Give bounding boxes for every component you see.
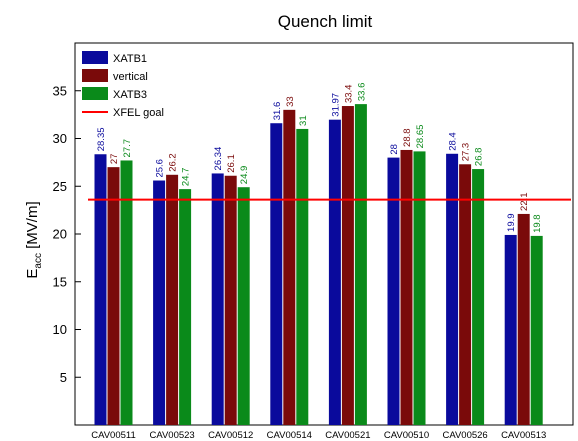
bar-value-label: 31.6 [272,102,283,121]
bar-vertical [283,109,296,425]
bar-value-label: 28.65 [415,125,426,149]
category-label: CAV00511 [91,430,136,441]
bar-value-label: 31 [298,115,309,126]
bar-value-label: 19.9 [506,213,517,232]
category-label: CAV00526 [442,430,487,441]
bar-vertical [459,164,472,425]
bar-value-label: 26.8 [474,148,485,167]
bar-xatb3 [179,189,192,425]
bar-value-label: 25.6 [155,159,166,178]
bar-xatb3 [120,160,133,425]
bar-vertical [107,167,120,425]
legend-label-xatb1: XATB1 [113,53,147,65]
bar-xatb3 [354,104,367,426]
y-tick-label: 25 [53,179,67,194]
category-label: CAV00523 [149,430,194,441]
bar-xatb3 [472,169,485,425]
bar-value-label: 27.7 [122,139,133,158]
bar-xatb1 [328,119,341,426]
category-label: CAV00510 [384,430,429,441]
category-labels: CAV00511 CAV00523 CAV00512 CAV00514 CAV00521… [91,430,546,441]
bar-value-label: 24.7 [181,168,192,187]
y-tick-label: 20 [53,227,67,242]
legend-label-xfel-goal: XFEL goal [113,107,164,119]
category-label: CAV00514 [267,430,312,441]
category-label: CAV00512 [208,430,253,441]
bar-value-label: 28.35 [96,127,107,151]
bar-value-label: 26.1 [226,154,237,173]
bar-value-label: 28.8 [402,128,413,147]
y-axis: 5 10 15 20 25 30 35 [53,83,81,385]
y-tick-label: 10 [53,322,67,337]
bar-vertical [166,174,179,425]
plot-frame [74,42,574,426]
y-tick-label: 5 [60,370,67,385]
y-axis-label-subscript: acc [33,253,44,269]
bar-value-label: 19.8 [532,214,543,233]
y-tick-label: 35 [53,83,67,98]
bar-xatb3 [237,187,250,425]
category-label: CAV00521 [325,430,370,441]
bar-xatb3 [530,235,543,425]
legend-swatch-xatb1 [82,51,108,64]
bar-xatb1 [270,123,283,425]
y-axis-label-main: E [24,269,41,279]
bar-value-label: 22.1 [519,192,530,211]
bar-vertical [517,213,530,425]
category-label: CAV00513 [501,430,546,441]
bar-value-label: 33.6 [356,83,367,102]
bar-value-label: 26.34 [213,147,224,171]
bar-value-label: 33 [285,96,296,107]
bar-value-label: 28.4 [448,132,459,151]
bar-value-label: 24.9 [239,166,250,185]
bar-xatb1 [387,157,400,425]
bar-value-label: 26.2 [168,153,179,172]
bar-xatb1 [504,234,517,425]
bar-xatb3 [296,128,309,425]
bar-value-label: 27 [109,154,120,165]
bar-xatb1 [211,173,224,425]
bar-vertical [341,106,354,425]
legend-label-vertical: vertical [113,71,148,83]
bar-vertical [224,175,237,425]
bar-value-label: 33.4 [343,85,354,104]
bar-xatb3 [413,151,426,425]
legend-label-xatb3: XATB3 [113,89,147,101]
bar-vertical [400,149,413,425]
bar-xatb1 [153,180,166,425]
y-axis-label: Eacc [MV/m] [24,201,44,278]
legend-swatch-xatb3 [82,87,108,100]
bar-value-label: 27.3 [461,143,472,162]
chart-title: Quench limit [278,12,373,31]
legend: XATB1 vertical XATB3 XFEL goal [82,51,164,119]
bar-value-label: 31.97 [330,93,341,117]
y-tick-label: 30 [53,131,67,146]
bar-xatb1 [94,154,107,425]
bar-value-label: 28 [389,144,400,155]
bar-xatb1 [446,153,459,425]
y-axis-label-unit: [MV/m] [24,201,41,253]
legend-swatch-vertical [82,69,108,82]
y-tick-label: 15 [53,274,67,289]
